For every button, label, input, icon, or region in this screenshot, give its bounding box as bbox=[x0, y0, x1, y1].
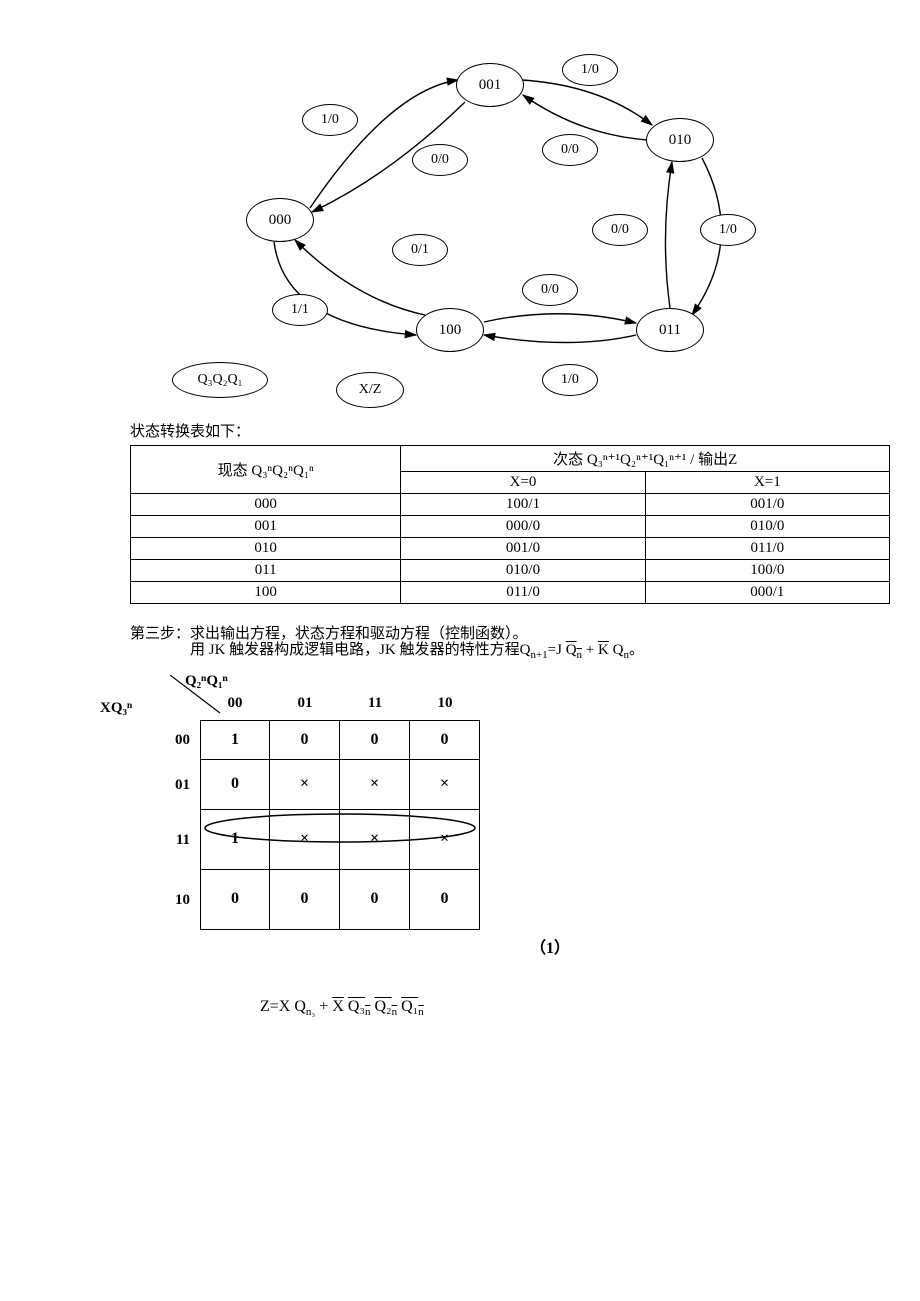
kmap-cell: × bbox=[410, 760, 480, 810]
kmap-col-label: 10 bbox=[410, 695, 480, 712]
kmap-row: 1000 bbox=[200, 720, 510, 760]
kmap-fig-num: （1） bbox=[200, 934, 570, 958]
table-cell: 100/1 bbox=[401, 494, 645, 516]
table-cell: 011/0 bbox=[645, 538, 889, 560]
edge-label: 0/0 bbox=[522, 274, 578, 306]
kmap-row: 0××× bbox=[200, 760, 510, 810]
table-row: 100011/0000/1 bbox=[131, 582, 890, 604]
kmap-cell: 1 bbox=[200, 810, 270, 870]
table-cell: 010 bbox=[131, 538, 401, 560]
transition-edge bbox=[523, 95, 648, 140]
kmap-col-label: 11 bbox=[340, 695, 410, 712]
transition-edge bbox=[484, 314, 636, 323]
kmap-cell: 0 bbox=[340, 720, 410, 760]
edge-label: 1/0 bbox=[542, 364, 598, 396]
table-cell: 000/1 bbox=[645, 582, 889, 604]
table-cell: 001 bbox=[131, 516, 401, 538]
state-node: 100 bbox=[416, 308, 484, 352]
kmap-cell: × bbox=[340, 760, 410, 810]
table-cell: 001/0 bbox=[645, 494, 889, 516]
edge-label: 1/1 bbox=[272, 294, 328, 326]
state-node: 001 bbox=[456, 63, 524, 107]
state-table-caption: 状态转换表如下： bbox=[130, 420, 880, 441]
kmap-cell: 1 bbox=[200, 720, 270, 760]
kmap-cell: 0 bbox=[200, 870, 270, 930]
table-row: 011010/0100/0 bbox=[131, 560, 890, 582]
table-cell: 010/0 bbox=[645, 516, 889, 538]
table-cell: 011 bbox=[131, 560, 401, 582]
kmap-col-label: 01 bbox=[270, 695, 340, 712]
kmap-cell: 0 bbox=[340, 870, 410, 930]
table-row: 001000/0010/0 bbox=[131, 516, 890, 538]
table-cell: 010/0 bbox=[401, 560, 645, 582]
kmap-cell: 0 bbox=[200, 760, 270, 810]
kmap-cell: 0 bbox=[270, 870, 340, 930]
transition-edge bbox=[665, 162, 672, 308]
kmap-cell: × bbox=[270, 810, 340, 870]
state-node: 000 bbox=[246, 198, 314, 242]
kmap-row-label: 01 bbox=[150, 777, 190, 794]
edge-label: 0/0 bbox=[592, 214, 648, 246]
state-transition-table: 现态 Q₃ⁿQ₂ⁿQ₁ⁿ 次态 Q₃ⁿ⁺¹Q₂ⁿ⁺¹Q₁ⁿ⁺¹ / 输出Z X=… bbox=[130, 445, 890, 604]
step3-line2: 用 JK 触发器构成逻辑电路，JK 触发器的特性方程Qn+1=J Qn + K … bbox=[190, 638, 880, 665]
state-diagram: 001 010 011 100 000 1/0 1/0 0/0 0/0 0/0 1/0 0/0 0/1 1… bbox=[140, 40, 780, 410]
transition-edge bbox=[522, 80, 652, 125]
kmap-cell: 0 bbox=[270, 720, 340, 760]
kmap-row-label: 10 bbox=[150, 892, 190, 909]
kmap-row: 0000 bbox=[200, 870, 510, 930]
kmap-col-var: Q₂ⁿQ₁ⁿ bbox=[185, 673, 228, 690]
th-x0: X=0 bbox=[401, 472, 645, 494]
kmap-cell: × bbox=[340, 810, 410, 870]
state-node: 010 bbox=[646, 118, 714, 162]
table-cell: 100/0 bbox=[645, 560, 889, 582]
transition-edge bbox=[484, 335, 636, 343]
edge-label: 0/1 bbox=[392, 234, 448, 266]
edge-label: X/Z bbox=[336, 372, 404, 408]
output-equation-z: Z=X Qn₃ + X Q₃n Q₂n Q₁n bbox=[260, 998, 880, 1018]
kmap-cell: 0 bbox=[410, 870, 480, 930]
kmap-row-label: 00 bbox=[150, 732, 190, 749]
table-cell: 001/0 bbox=[401, 538, 645, 560]
edge-label: 0/0 bbox=[412, 144, 468, 176]
table-row: 010001/0011/0 bbox=[131, 538, 890, 560]
karnaugh-map: Q₂ⁿQ₁ⁿ XQ₃ⁿ 00011110 001000010×××111×××1… bbox=[110, 695, 510, 958]
kmap-row: 1××× bbox=[200, 810, 510, 870]
kmap-cell: 0 bbox=[410, 720, 480, 760]
th-present: 现态 Q₃ⁿQ₂ⁿQ₁ⁿ bbox=[131, 446, 401, 494]
edge-label: 1/0 bbox=[700, 214, 756, 246]
kmap-row-label: 11 bbox=[150, 832, 190, 849]
edge-label: Q₃Q₂Q₁ bbox=[172, 362, 268, 398]
edge-label: 0/0 bbox=[542, 134, 598, 166]
th-x1: X=1 bbox=[645, 472, 889, 494]
table-cell: 000/0 bbox=[401, 516, 645, 538]
kmap-cell: × bbox=[270, 760, 340, 810]
th-next: 次态 Q₃ⁿ⁺¹Q₂ⁿ⁺¹Q₁ⁿ⁺¹ / 输出Z bbox=[401, 446, 890, 472]
edge-label: 1/0 bbox=[562, 54, 618, 86]
table-row: 000100/1001/0 bbox=[131, 494, 890, 516]
state-node: 011 bbox=[636, 308, 704, 352]
kmap-cell: × bbox=[410, 810, 480, 870]
kmap-row-var: XQ₃ⁿ bbox=[100, 700, 132, 717]
table-cell: 100 bbox=[131, 582, 401, 604]
table-cell: 011/0 bbox=[401, 582, 645, 604]
table-cell: 000 bbox=[131, 494, 401, 516]
edge-label: 1/0 bbox=[302, 104, 358, 136]
